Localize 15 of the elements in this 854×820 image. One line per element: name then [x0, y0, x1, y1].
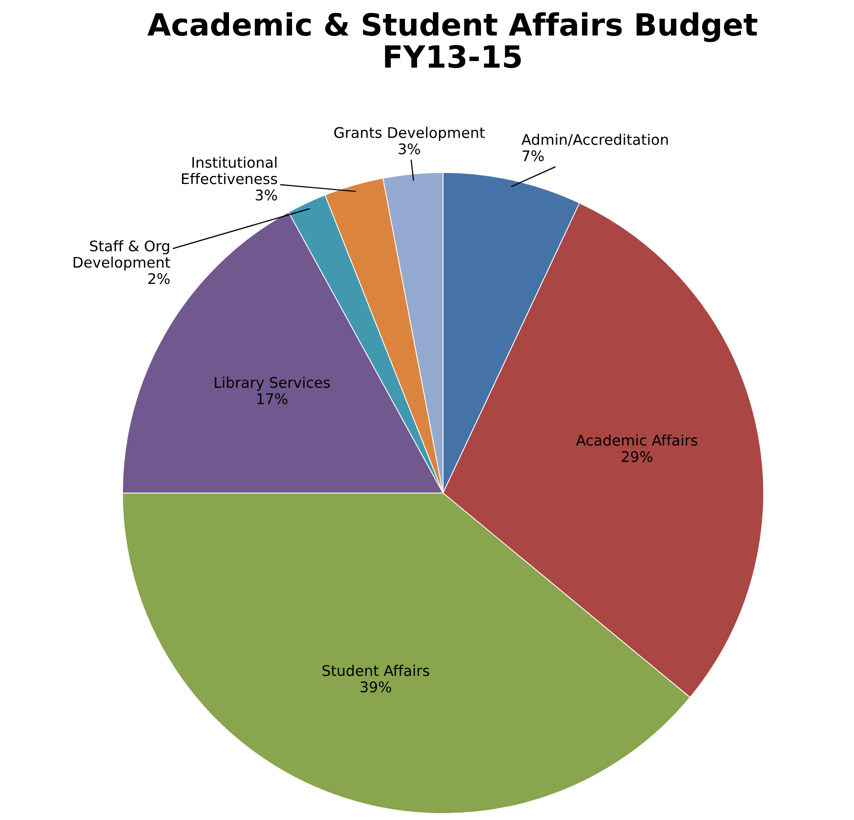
slice-label: Staff & Org Development: [74, 240, 170, 271]
chart-title: Academic & Student Affairs Budget FY13-15: [147, 12, 758, 68]
slice-label: Student Affairs: [322, 664, 430, 676]
slice-label: Admin/Accreditation: [521, 134, 668, 146]
slice-label: Grants Development: [334, 126, 485, 141]
slice-label: Academic Affairs: [576, 434, 698, 446]
data-label: 29%: [622, 451, 652, 462]
data-label: 7%: [522, 150, 544, 162]
data-label: 2%: [148, 273, 170, 284]
slice-label: Institutional Effectiveness: [182, 156, 278, 184]
data-label: 17%: [257, 393, 288, 404]
data-label: 3%: [398, 143, 420, 154]
slice-label: Library Services: [214, 376, 330, 391]
data-label: 3%: [256, 190, 278, 201]
data-label: 39%: [360, 681, 392, 692]
